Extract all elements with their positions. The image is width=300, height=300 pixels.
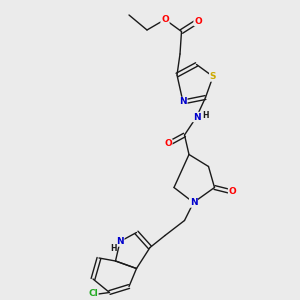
Text: O: O (194, 16, 202, 26)
Text: N: N (193, 112, 200, 122)
Text: O: O (229, 188, 236, 196)
Text: O: O (161, 15, 169, 24)
Text: O: O (164, 140, 172, 148)
Text: H: H (202, 111, 209, 120)
Text: N: N (179, 98, 187, 106)
Text: N: N (116, 237, 124, 246)
Text: Cl: Cl (88, 290, 98, 298)
Text: S: S (210, 72, 216, 81)
Text: H: H (110, 244, 117, 253)
Text: N: N (190, 198, 197, 207)
